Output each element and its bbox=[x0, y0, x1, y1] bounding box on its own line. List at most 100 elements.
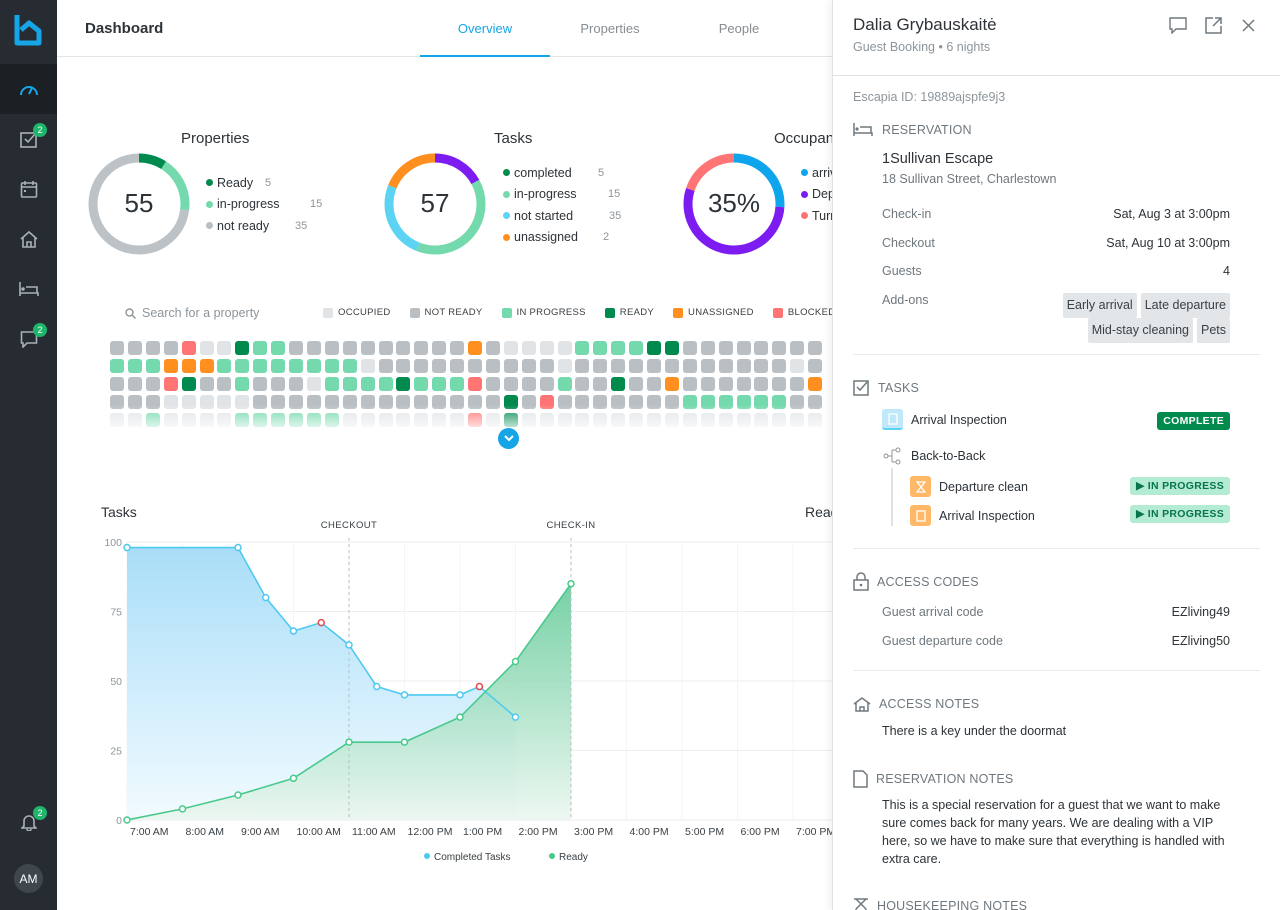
property-cell[interactable] bbox=[127, 359, 142, 373]
status-legend-item[interactable]: READY bbox=[604, 307, 654, 318]
property-cell[interactable] bbox=[235, 359, 250, 373]
property-cell[interactable] bbox=[557, 341, 572, 355]
property-cell[interactable] bbox=[306, 359, 321, 373]
property-cell[interactable] bbox=[396, 359, 411, 373]
property-cell[interactable] bbox=[611, 377, 626, 391]
property-cell[interactable] bbox=[199, 341, 214, 355]
data-point[interactable] bbox=[289, 774, 298, 783]
property-search-input[interactable]: Search for a property bbox=[125, 306, 259, 320]
property-cell[interactable] bbox=[682, 377, 697, 391]
property-cell[interactable] bbox=[700, 341, 715, 355]
property-cell[interactable] bbox=[664, 377, 679, 391]
property-cell[interactable] bbox=[110, 377, 124, 391]
data-point[interactable] bbox=[234, 791, 242, 799]
status-legend-item[interactable]: UNASSIGNED bbox=[673, 307, 754, 318]
property-cell[interactable] bbox=[808, 359, 823, 373]
property-cell[interactable] bbox=[539, 341, 554, 355]
task-back-to-back[interactable]: Back-to-Back bbox=[882, 445, 985, 466]
property-cell[interactable] bbox=[485, 359, 500, 373]
property-cell[interactable] bbox=[718, 341, 733, 355]
data-point[interactable] bbox=[345, 738, 353, 746]
property-cell[interactable] bbox=[503, 359, 518, 373]
property-cell[interactable] bbox=[790, 341, 805, 355]
property-cell[interactable] bbox=[772, 341, 787, 355]
property-cell[interactable] bbox=[503, 377, 518, 391]
property-cell[interactable] bbox=[808, 377, 823, 391]
property-cell[interactable] bbox=[360, 341, 375, 355]
property-cell[interactable] bbox=[360, 359, 375, 373]
property-cell[interactable] bbox=[378, 341, 393, 355]
property-cell[interactable] bbox=[790, 377, 805, 391]
property-cell[interactable] bbox=[306, 341, 321, 355]
close-button[interactable] bbox=[1238, 15, 1258, 35]
property-cell[interactable] bbox=[557, 377, 572, 391]
data-point[interactable] bbox=[511, 657, 520, 666]
sidebar-item-messages[interactable]: 2 bbox=[0, 314, 57, 364]
property-cell[interactable] bbox=[575, 377, 590, 391]
property-cell[interactable] bbox=[575, 341, 590, 355]
property-cell[interactable] bbox=[181, 359, 196, 373]
property-cell[interactable] bbox=[145, 359, 160, 373]
property-cell[interactable] bbox=[253, 377, 268, 391]
property-cell[interactable] bbox=[790, 359, 805, 373]
tab-properties[interactable]: Properties bbox=[580, 21, 640, 36]
data-point[interactable] bbox=[475, 682, 484, 691]
property-cell[interactable] bbox=[468, 341, 482, 355]
property-cell[interactable] bbox=[163, 377, 178, 391]
sidebar-item-dashboard[interactable] bbox=[0, 64, 57, 114]
property-cell[interactable] bbox=[414, 341, 429, 355]
property-cell[interactable] bbox=[485, 341, 500, 355]
property-cell[interactable] bbox=[306, 377, 321, 391]
property-cell[interactable] bbox=[163, 341, 178, 355]
property-cell[interactable] bbox=[503, 341, 518, 355]
property-cell[interactable] bbox=[432, 341, 447, 355]
property-cell[interactable] bbox=[485, 377, 500, 391]
data-point[interactable] bbox=[400, 738, 409, 746]
property-cell[interactable] bbox=[521, 359, 536, 373]
property-cell[interactable] bbox=[682, 359, 697, 373]
property-cell[interactable] bbox=[521, 341, 536, 355]
data-point[interactable] bbox=[373, 682, 381, 691]
data-point[interactable] bbox=[289, 627, 298, 635]
property-cell[interactable] bbox=[289, 359, 303, 373]
data-point[interactable] bbox=[262, 593, 270, 602]
property-cell[interactable] bbox=[432, 359, 447, 373]
property-cell[interactable] bbox=[324, 377, 339, 391]
property-cell[interactable] bbox=[127, 341, 142, 355]
property-cell[interactable] bbox=[772, 377, 787, 391]
property-cell[interactable] bbox=[593, 359, 608, 373]
property-cell[interactable] bbox=[593, 377, 608, 391]
property-cell[interactable] bbox=[378, 359, 393, 373]
message-button[interactable] bbox=[1168, 15, 1188, 35]
data-point[interactable] bbox=[456, 691, 464, 699]
property-cell[interactable] bbox=[163, 359, 178, 373]
property-cell[interactable] bbox=[718, 377, 733, 391]
expand-grid-button[interactable] bbox=[498, 428, 519, 449]
property-cell[interactable] bbox=[611, 341, 626, 355]
property-cell[interactable] bbox=[450, 377, 465, 391]
property-cell[interactable] bbox=[754, 359, 769, 373]
property-cell[interactable] bbox=[235, 341, 250, 355]
data-point[interactable] bbox=[234, 543, 242, 552]
property-cell[interactable] bbox=[235, 377, 250, 391]
property-cell[interactable] bbox=[450, 359, 465, 373]
property-cell[interactable] bbox=[396, 377, 411, 391]
property-cell[interactable] bbox=[253, 359, 268, 373]
data-point[interactable] bbox=[345, 641, 353, 649]
property-cell[interactable] bbox=[629, 377, 644, 391]
property-cell[interactable] bbox=[539, 359, 554, 373]
property-cell[interactable] bbox=[360, 377, 375, 391]
property-cell[interactable] bbox=[736, 359, 751, 373]
property-cell[interactable] bbox=[324, 341, 339, 355]
property-cell[interactable] bbox=[468, 359, 482, 373]
property-cell[interactable] bbox=[718, 359, 733, 373]
data-point[interactable] bbox=[511, 713, 520, 721]
property-cell[interactable] bbox=[110, 359, 124, 373]
property-cell[interactable] bbox=[432, 377, 447, 391]
property-cell[interactable] bbox=[217, 377, 232, 391]
property-cell[interactable] bbox=[145, 341, 160, 355]
property-cell[interactable] bbox=[289, 377, 303, 391]
property-cell[interactable] bbox=[647, 341, 661, 355]
property-cell[interactable] bbox=[199, 359, 214, 373]
data-point[interactable] bbox=[123, 543, 131, 552]
